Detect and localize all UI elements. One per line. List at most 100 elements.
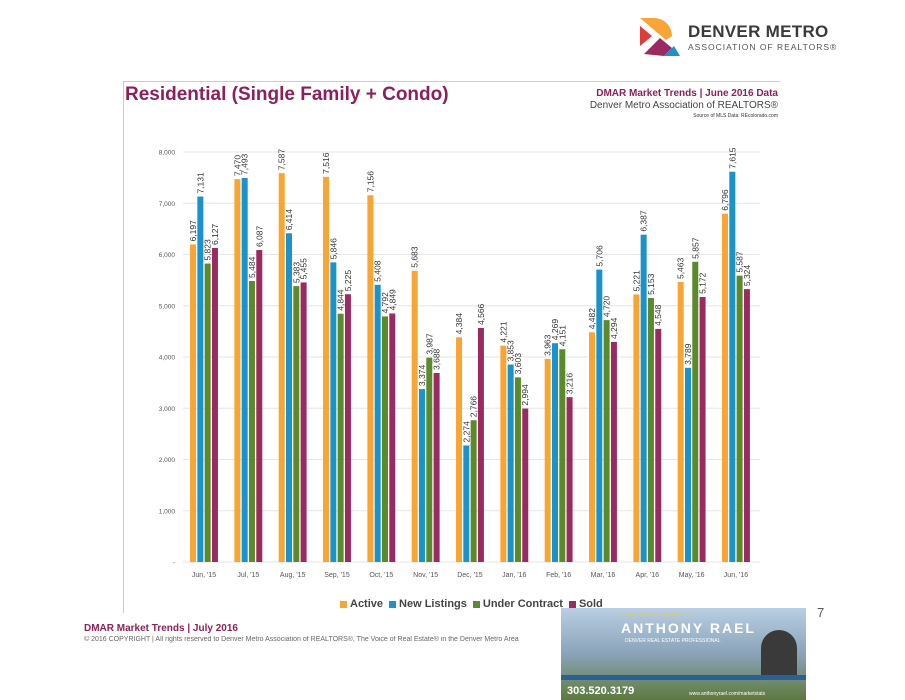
data-label: 3,216	[565, 373, 575, 395]
bar-sold	[300, 282, 307, 562]
footer-copyright: © 2016 COPYRIGHT | All rights reserved t…	[84, 636, 519, 643]
data-label: 2,766	[469, 396, 479, 418]
data-label: 7,493	[240, 153, 250, 175]
bar-new-listings	[729, 171, 736, 562]
data-label: 4,844	[336, 289, 346, 311]
report-org: Denver Metro Association of REALTORS®	[589, 100, 778, 111]
bar-under-contract	[736, 275, 743, 562]
data-label: 4,548	[653, 304, 663, 326]
x-tick-label: Mar, '16	[591, 572, 616, 579]
bar-sold	[610, 341, 617, 562]
x-tick-label: Jun, '15	[192, 572, 216, 579]
data-label: 6,127	[210, 223, 220, 245]
advertisement-banner[interactable]: MARKET REPORT COMPLIMENTS OF ANTHONY RAE…	[561, 608, 806, 700]
x-tick-label: Apr, '16	[636, 572, 660, 579]
data-label: 4,221	[498, 321, 508, 343]
legend-item-under-contract: Under Contract	[472, 598, 563, 610]
bar-active	[456, 337, 463, 562]
data-label: 5,225	[343, 270, 353, 292]
ad-subtitle: DENVER REAL ESTATE PROFESSIONAL	[625, 638, 721, 644]
legend-item-active: Active	[340, 598, 383, 610]
data-label: 3,603	[513, 353, 523, 375]
bar-sold	[211, 247, 218, 562]
data-label: 5,706	[594, 245, 604, 267]
data-label: 5,587	[735, 251, 745, 273]
data-label: 4,384	[454, 313, 464, 335]
bar-active	[234, 179, 241, 562]
bar-under-contract	[470, 420, 477, 562]
y-tick-label: 3,000	[159, 406, 176, 413]
bar-sold	[699, 296, 706, 562]
bar-new-listings	[241, 177, 248, 562]
bar-under-contract	[293, 286, 300, 562]
x-tick-label: Sep, '15	[324, 572, 350, 579]
data-label: 3,963	[543, 334, 553, 356]
data-label: 5,172	[698, 272, 708, 294]
data-label: 5,408	[373, 260, 383, 282]
data-label: 4,294	[609, 317, 619, 339]
data-label: 7,470	[232, 155, 242, 177]
ad-name: ANTHONY RAEL	[621, 620, 756, 636]
ad-phone: 303.520.3179	[567, 685, 635, 697]
data-label: 4,151	[557, 325, 567, 347]
bar-under-contract	[426, 357, 433, 562]
bar-new-listings	[374, 284, 381, 562]
data-label: 4,269	[550, 319, 560, 341]
bar-sold	[743, 289, 750, 562]
data-label: 4,849	[387, 289, 397, 311]
data-label: 7,615	[727, 147, 737, 169]
data-label: 4,720	[602, 296, 612, 318]
y-tick-label: 8,000	[159, 150, 176, 157]
chart-panel	[123, 81, 780, 613]
report-header: DMAR Market Trends | June 2016 Data	[596, 88, 778, 99]
bar-new-listings	[286, 233, 293, 562]
bar-sold	[522, 408, 529, 562]
data-label: 2,274	[461, 421, 471, 443]
legend-label: Active	[350, 598, 384, 610]
x-tick-label: Jul, '15	[237, 572, 259, 579]
bar-sold	[344, 294, 351, 562]
legend: Active New Listings Under Contract Sold	[340, 598, 603, 610]
data-label: 4,566	[476, 303, 486, 325]
x-tick-label: Feb, '16	[546, 572, 571, 579]
bar-under-contract	[204, 263, 211, 562]
bar-chart: - 1,000 2,000 3,000 4,000 5,000 6,000 7,000 8,00…	[159, 147, 760, 579]
x-tick-label: Oct, '15	[369, 572, 393, 579]
bar-under-contract	[603, 320, 610, 562]
bar-active	[677, 282, 684, 562]
bar-active	[411, 270, 418, 562]
bar-active	[323, 176, 330, 562]
bar-new-listings	[419, 389, 425, 562]
bar-under-contract	[337, 313, 344, 562]
bar-under-contract	[514, 377, 521, 562]
bar-new-listings	[507, 364, 514, 562]
data-label: 5,484	[247, 256, 257, 278]
y-tick-label: 5,000	[159, 303, 176, 310]
bar-under-contract	[559, 349, 566, 562]
bar-active	[278, 173, 285, 562]
y-tick-label: 4,000	[159, 355, 176, 362]
bar-under-contract	[647, 297, 654, 562]
legend-label: Sold	[578, 598, 603, 610]
data-label: 4,792	[380, 292, 390, 314]
bar-new-listings	[330, 262, 337, 562]
data-label: 7,156	[365, 171, 375, 193]
bar-new-listings	[463, 445, 470, 562]
bar-active	[589, 332, 596, 562]
x-tick-label: Dec, '15	[457, 572, 483, 579]
data-label: 5,324	[742, 265, 752, 287]
data-label: 7,131	[195, 172, 205, 194]
data-label: 6,796	[720, 189, 730, 211]
logo-mark-icon	[640, 18, 680, 56]
bar-sold	[389, 313, 396, 562]
bar-sold	[433, 372, 440, 562]
bar-sold	[477, 327, 484, 562]
ad-url[interactable]: www.anthonyrael.com/marketstats	[689, 691, 766, 697]
x-tick-label: Jun, '16	[724, 572, 748, 579]
bar-new-listings	[640, 234, 647, 562]
data-label: 5,823	[203, 239, 213, 261]
data-label: 3,789	[683, 343, 693, 365]
bar-under-contract	[692, 261, 699, 562]
data-label: 5,683	[410, 246, 420, 268]
footer-title: DMAR Market Trends | July 2016	[84, 623, 238, 634]
